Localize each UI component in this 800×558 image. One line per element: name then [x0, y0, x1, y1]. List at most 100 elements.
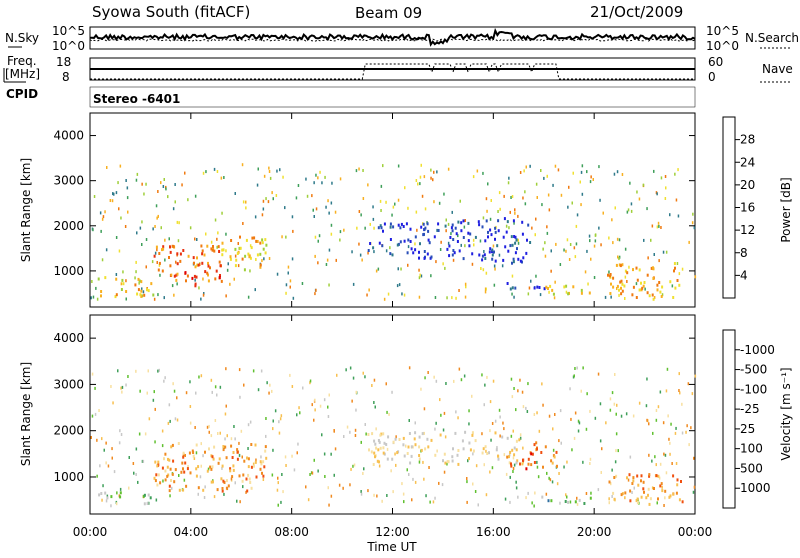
power-echo-mark [586, 249, 588, 253]
power-region-mark [264, 238, 267, 242]
power-echo-mark [458, 289, 460, 292]
velocity-echo-mark [90, 436, 92, 439]
power-region-mark [454, 226, 457, 230]
velocity-region-mark [156, 464, 159, 468]
power-region-mark [207, 279, 210, 283]
power-region-mark [97, 277, 100, 281]
velocity-echo-mark [635, 499, 638, 503]
velocity-echo-mark [515, 408, 517, 412]
velocity-echo-mark [538, 429, 541, 433]
velocity-echo-mark [360, 492, 363, 496]
power-echo-mark [160, 181, 162, 185]
power-echo-mark [451, 296, 453, 300]
power-echo-mark [118, 249, 121, 253]
power-echo-mark [157, 293, 159, 297]
velocity-region-mark [379, 433, 382, 437]
velocity-region-mark [680, 480, 682, 483]
velocity-region-mark [628, 473, 631, 477]
velocity-echo-mark [224, 412, 227, 416]
power-echo-mark [285, 291, 287, 295]
power-echo-mark [167, 195, 169, 199]
velocity-echo-mark [338, 483, 341, 487]
power-region-mark [414, 248, 417, 252]
velocity-region-mark [403, 454, 406, 458]
power-echo-mark [93, 195, 96, 198]
power-region-mark [621, 263, 624, 267]
power-region-mark [399, 226, 402, 230]
velocity-echo-mark [128, 456, 130, 459]
freq-label-line2: [MHz] [5, 67, 40, 81]
power-region-mark [477, 220, 480, 224]
velocity-echo-mark [247, 447, 249, 450]
power-echo-mark [391, 213, 393, 217]
velocity-region-mark [119, 495, 122, 499]
velocity-region-mark [170, 479, 172, 482]
velocity-region-mark [541, 495, 544, 499]
velocity-echo-mark [468, 422, 470, 426]
velocity-echo-mark [121, 385, 124, 389]
velocity-echo-mark [408, 473, 410, 476]
velocity-echo-mark [309, 473, 311, 476]
power-echo-mark [271, 191, 273, 195]
power-region-mark [412, 251, 415, 255]
power-region-mark [656, 288, 659, 292]
velocity-region-mark [368, 448, 370, 452]
velocity-region-mark [645, 496, 648, 500]
velocity-echo-mark [309, 379, 312, 383]
power-echo-mark [487, 182, 489, 186]
velocity-echo-mark [346, 425, 349, 429]
power-echo-mark [291, 215, 294, 219]
power-echo-mark [396, 284, 399, 288]
power-echo-mark [334, 210, 337, 214]
power-echo-mark [135, 178, 138, 182]
velocity-echo-mark [354, 428, 357, 432]
power-region-mark [196, 256, 198, 260]
velocity-echo-mark [154, 407, 156, 411]
power-echo-mark [202, 171, 205, 175]
power-echo-mark [125, 297, 127, 301]
velocity-echo-mark [467, 459, 469, 463]
power-echo-mark [234, 192, 236, 195]
power-region-mark [221, 253, 224, 257]
velocity-echo-mark [656, 501, 658, 505]
power-region-mark [427, 238, 430, 242]
power-echo-mark [398, 283, 401, 287]
velocity-region-mark [221, 487, 224, 490]
power-region-mark [650, 266, 653, 270]
power-echo-mark [608, 270, 610, 274]
velocity-echo-mark [552, 427, 554, 431]
velocity-region-mark [373, 451, 376, 455]
power-region-mark [494, 259, 497, 263]
power-echo-mark [553, 296, 556, 300]
velocity-region-mark [204, 450, 206, 454]
velocity-echo-mark [216, 393, 218, 397]
velocity-region-mark [248, 477, 251, 481]
power-region-mark [179, 259, 182, 263]
velocity-region-mark [564, 500, 567, 503]
power-echo-mark [225, 232, 227, 236]
power-echo-mark [614, 206, 616, 210]
power-echo-mark [369, 222, 371, 226]
power-region-mark [446, 247, 449, 251]
power-echo-mark [482, 171, 484, 175]
velocity-region-mark [402, 443, 405, 447]
power-region-mark [522, 256, 525, 260]
power-echo-mark [145, 182, 147, 186]
power-echo-mark [460, 243, 462, 247]
velocity-region-mark [185, 484, 188, 488]
velocity-region-mark [515, 461, 518, 465]
station-title: Syowa South (fitACF) [92, 3, 250, 21]
power-echo-mark [616, 287, 618, 290]
power-echo-mark [373, 226, 375, 230]
velocity-echo-mark [690, 426, 692, 430]
power-region-mark [229, 255, 232, 259]
power-echo-mark [445, 229, 447, 233]
velocity-echo-mark [274, 409, 277, 413]
power-region-mark [643, 281, 646, 284]
velocity-region-mark [676, 478, 679, 482]
velocity-echo-mark [427, 371, 429, 374]
velocity-echo-mark [648, 422, 650, 426]
velocity-region-mark [154, 460, 157, 464]
